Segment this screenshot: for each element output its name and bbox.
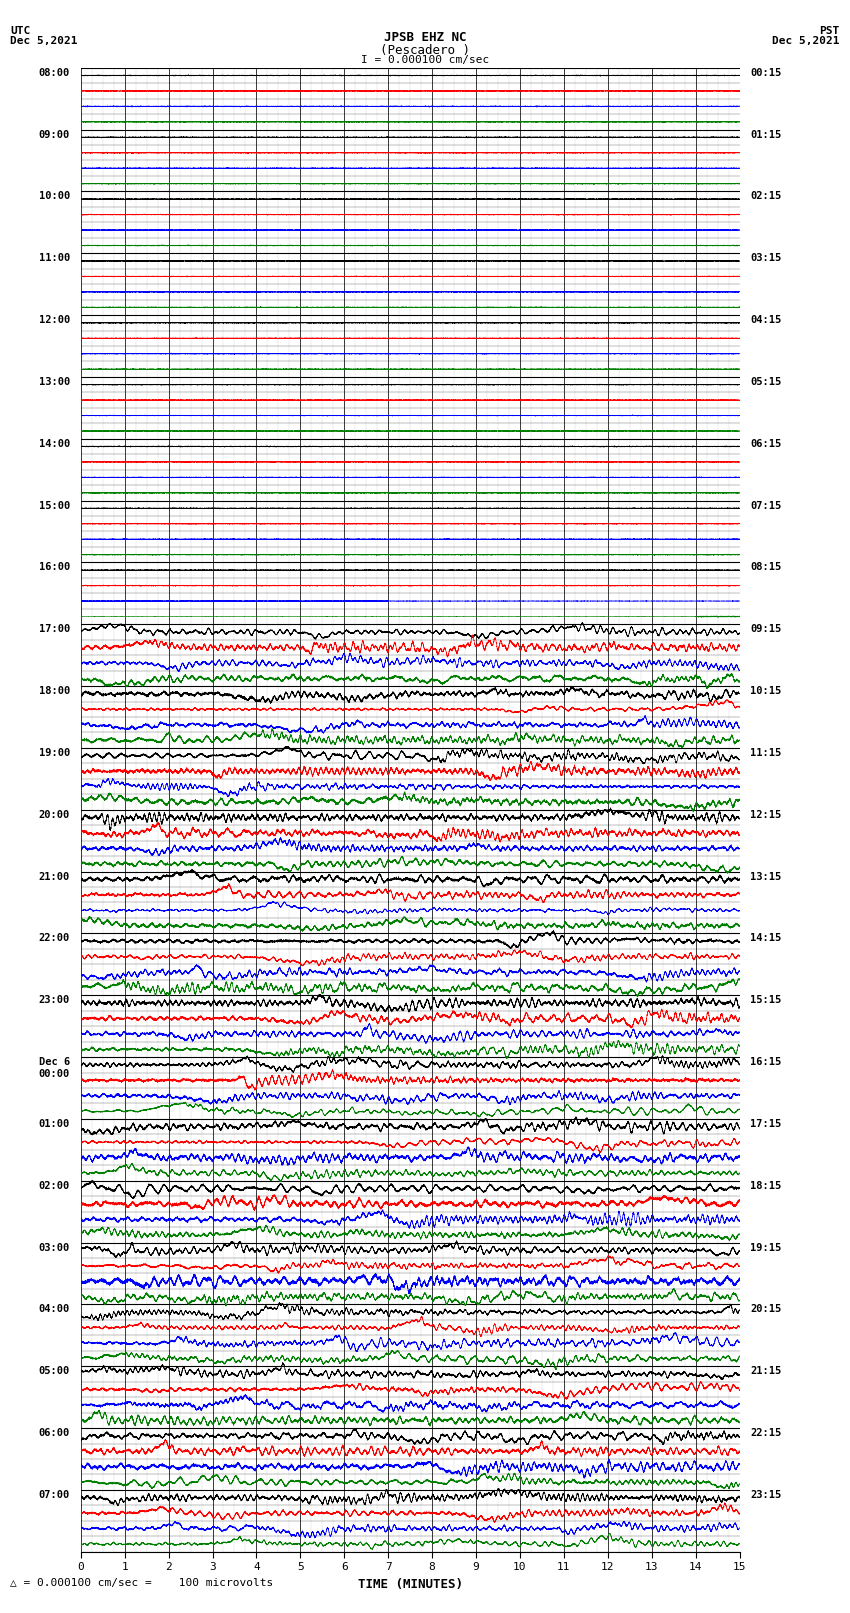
Text: 18:00: 18:00: [38, 686, 70, 697]
Text: 11:00: 11:00: [38, 253, 70, 263]
Text: 09:15: 09:15: [751, 624, 782, 634]
Text: 13:15: 13:15: [751, 871, 782, 882]
Text: 03:00: 03:00: [38, 1242, 70, 1253]
Text: 16:15: 16:15: [751, 1057, 782, 1068]
Text: 07:00: 07:00: [38, 1490, 70, 1500]
Text: 09:00: 09:00: [38, 129, 70, 140]
Text: 02:15: 02:15: [751, 192, 782, 202]
Text: 17:00: 17:00: [38, 624, 70, 634]
Text: 08:15: 08:15: [751, 563, 782, 573]
Text: 23:15: 23:15: [751, 1490, 782, 1500]
Text: Dec 5,2021: Dec 5,2021: [10, 37, 77, 47]
Text: 11:15: 11:15: [751, 748, 782, 758]
Text: 16:00: 16:00: [38, 563, 70, 573]
Text: 22:00: 22:00: [38, 934, 70, 944]
Text: PST: PST: [819, 26, 840, 35]
Text: 07:15: 07:15: [751, 500, 782, 511]
Text: 08:00: 08:00: [38, 68, 70, 77]
Text: 17:15: 17:15: [751, 1119, 782, 1129]
Text: 06:15: 06:15: [751, 439, 782, 448]
Text: Dec 5,2021: Dec 5,2021: [773, 37, 840, 47]
Text: 23:00: 23:00: [38, 995, 70, 1005]
Text: 10:00: 10:00: [38, 192, 70, 202]
Text: 05:00: 05:00: [38, 1366, 70, 1376]
Text: JPSB EHZ NC: JPSB EHZ NC: [383, 31, 467, 45]
Text: 01:00: 01:00: [38, 1119, 70, 1129]
Text: 02:00: 02:00: [38, 1181, 70, 1190]
Text: 00:15: 00:15: [751, 68, 782, 77]
Text: 12:15: 12:15: [751, 810, 782, 819]
Text: 18:15: 18:15: [751, 1181, 782, 1190]
Text: 20:00: 20:00: [38, 810, 70, 819]
Text: 05:15: 05:15: [751, 377, 782, 387]
Text: 12:00: 12:00: [38, 315, 70, 326]
Text: 20:15: 20:15: [751, 1305, 782, 1315]
Text: I = 0.000100 cm/sec: I = 0.000100 cm/sec: [361, 55, 489, 65]
Text: 15:15: 15:15: [751, 995, 782, 1005]
Text: 21:00: 21:00: [38, 871, 70, 882]
Text: 21:15: 21:15: [751, 1366, 782, 1376]
X-axis label: TIME (MINUTES): TIME (MINUTES): [358, 1578, 462, 1590]
Text: 22:15: 22:15: [751, 1428, 782, 1439]
Text: 04:00: 04:00: [38, 1305, 70, 1315]
Text: 10:15: 10:15: [751, 686, 782, 697]
Text: 19:00: 19:00: [38, 748, 70, 758]
Text: Dec 6
00:00: Dec 6 00:00: [38, 1057, 70, 1079]
Text: 04:15: 04:15: [751, 315, 782, 326]
Text: 03:15: 03:15: [751, 253, 782, 263]
Text: 01:15: 01:15: [751, 129, 782, 140]
Text: 06:00: 06:00: [38, 1428, 70, 1439]
Text: 19:15: 19:15: [751, 1242, 782, 1253]
Text: 13:00: 13:00: [38, 377, 70, 387]
Text: UTC: UTC: [10, 26, 31, 35]
Text: △ = 0.000100 cm/sec =    100 microvolts: △ = 0.000100 cm/sec = 100 microvolts: [10, 1578, 274, 1587]
Text: 14:00: 14:00: [38, 439, 70, 448]
Text: (Pescadero ): (Pescadero ): [380, 44, 470, 56]
Text: 14:15: 14:15: [751, 934, 782, 944]
Text: 15:00: 15:00: [38, 500, 70, 511]
